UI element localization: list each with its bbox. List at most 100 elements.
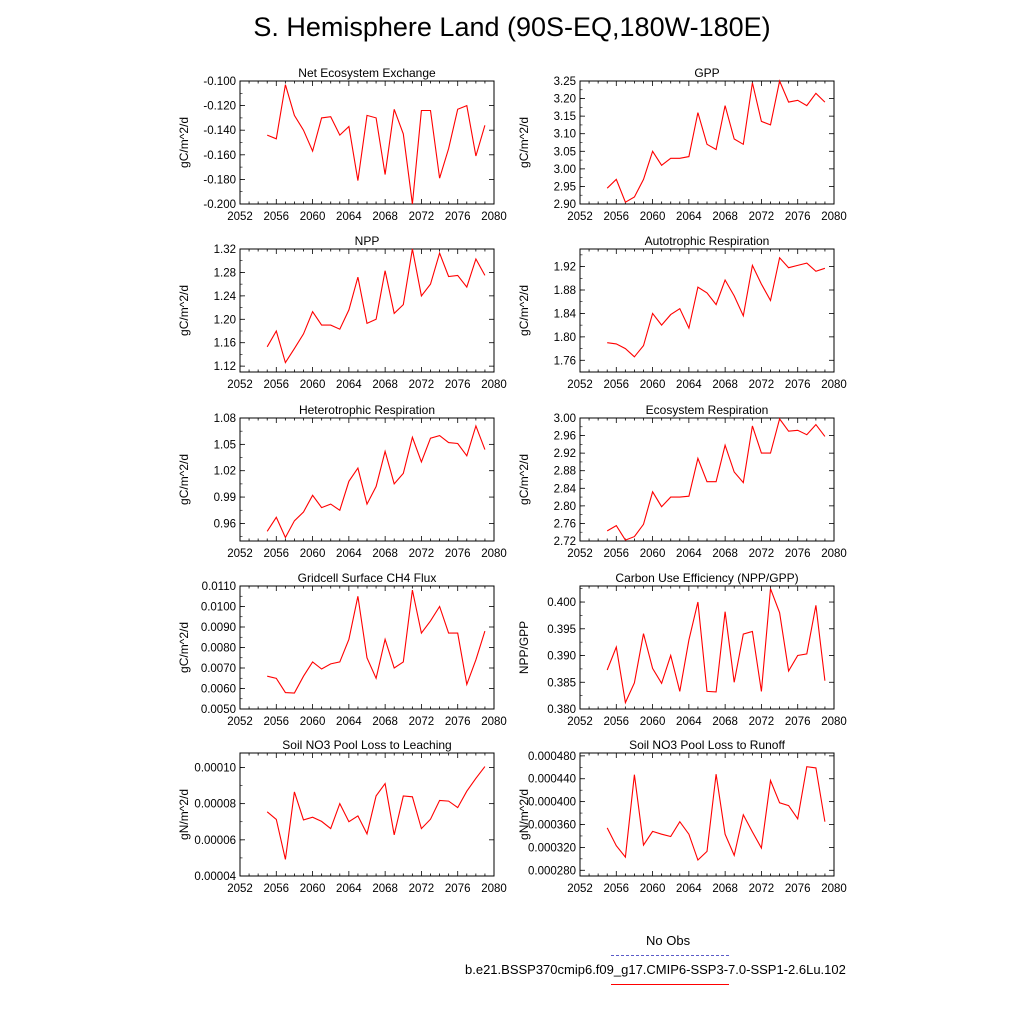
x-tick-label: 2080	[821, 548, 847, 560]
x-tick-label: 2080	[481, 211, 507, 223]
y-tick-label: 0.000280	[528, 865, 576, 877]
chart-panel-9: Soil NO3 Pool Loss to Leaching gN/m^2/d 20…	[177, 738, 507, 895]
y-tick-label: 2.96	[554, 431, 576, 443]
y-tick-label: -0.200	[203, 199, 236, 211]
chart-title: Ecosystem Respiration	[646, 403, 769, 417]
x-tick-label: 2060	[640, 716, 666, 728]
y-tick-label: 0.000360	[528, 820, 576, 832]
x-tick-label: 2072	[409, 379, 435, 391]
y-tick-label: 2.92	[554, 448, 576, 460]
x-tick-label: 2080	[821, 379, 847, 391]
y-tick-label: 2.88	[554, 466, 576, 478]
series-line	[606, 417, 826, 541]
y-tick-label: 1.92	[554, 262, 576, 274]
y-tick-label: 3.05	[554, 146, 576, 158]
y-tick-label: 3.20	[554, 94, 576, 106]
x-tick-label: 2056	[263, 211, 289, 223]
y-tick-label: 3.25	[554, 76, 576, 88]
y-tick-label: 1.20	[214, 314, 236, 326]
x-tick-label: 2068	[372, 716, 398, 728]
y-axis-label: gC/m^2/d	[177, 285, 191, 336]
y-tick-label: 3.00	[554, 164, 576, 176]
y-tick-label: -0.100	[203, 76, 236, 88]
y-tick-label: 1.28	[214, 267, 236, 279]
x-tick-label: 2072	[749, 548, 775, 560]
x-tick-label: 2056	[263, 379, 289, 391]
y-tick-label: 0.000400	[528, 797, 576, 809]
x-tick-label: 2052	[567, 379, 593, 391]
series-line	[266, 766, 486, 860]
series-line	[607, 256, 826, 358]
chart-panel-2: GPP gC/m^2/d 2052 2056 2060 2064 2068 2072 2076 2…	[517, 66, 847, 223]
y-tick-label: 3.15	[554, 111, 576, 123]
chart-title: Gridcell Surface CH4 Flux	[298, 571, 437, 585]
y-axis-label: gC/m^2/d	[177, 454, 191, 505]
chart-title: Autotrophic Respiration	[645, 234, 770, 248]
chart-panel-8: Carbon Use Efficiency (NPP/GPP) NPP/GPP 20…	[517, 571, 847, 728]
series-line	[606, 766, 826, 861]
plot-frame	[239, 248, 495, 373]
x-tick-label: 2052	[567, 211, 593, 223]
x-tick-label: 2072	[749, 211, 775, 223]
y-tick-label: 0.0070	[201, 663, 236, 675]
y-tick-label: 2.76	[554, 518, 576, 530]
y-tick-label: 0.99	[214, 492, 236, 504]
y-tick-label: 0.000440	[528, 774, 576, 786]
x-tick-label: 2060	[300, 883, 326, 895]
chart-title: Carbon Use Efficiency (NPP/GPP)	[615, 571, 798, 585]
y-tick-label: 0.0100	[201, 602, 236, 614]
y-tick-label: 1.16	[214, 338, 236, 350]
y-tick-label: 0.00006	[194, 835, 236, 847]
plot-frame	[239, 80, 495, 205]
legend-case-label: b.e21.BSSP370cmip6.f09_g17.CMIP6-SSP3-7.…	[465, 962, 846, 977]
x-tick-label: 2076	[445, 379, 471, 391]
y-tick-label: 1.84	[554, 308, 577, 320]
x-tick-label: 2064	[676, 379, 702, 391]
y-tick-label: 2.80	[554, 501, 576, 513]
x-tick-label: 2060	[640, 883, 666, 895]
y-tick-label: 1.32	[214, 244, 236, 256]
x-tick-label: 2056	[263, 883, 289, 895]
y-tick-label: 0.395	[547, 624, 576, 636]
x-tick-label: 2080	[821, 883, 847, 895]
x-tick-label: 2064	[336, 379, 362, 391]
x-tick-label: 2068	[712, 548, 738, 560]
chart-panel-1: Net Ecosystem Exchange gC/m^2/d 2052 2056 20…	[177, 66, 507, 223]
series-line	[606, 79, 826, 203]
chart-title: Soil NO3 Pool Loss to Leaching	[282, 738, 451, 752]
y-tick-label: -0.160	[203, 150, 236, 162]
y-tick-label: 2.84	[554, 483, 577, 495]
x-tick-label: 2076	[785, 883, 811, 895]
y-tick-label: 1.05	[214, 439, 236, 451]
x-tick-label: 2056	[263, 716, 289, 728]
x-tick-label: 2068	[712, 883, 738, 895]
x-tick-label: 2052	[567, 716, 593, 728]
y-tick-label: 0.96	[214, 518, 236, 530]
x-tick-label: 2080	[481, 379, 507, 391]
y-tick-label: -0.180	[203, 174, 236, 186]
x-tick-label: 2064	[336, 548, 362, 560]
x-tick-label: 2060	[300, 379, 326, 391]
x-tick-label: 2064	[676, 883, 702, 895]
legend-obs-line	[611, 955, 729, 956]
x-tick-label: 2080	[821, 211, 847, 223]
series-line	[267, 589, 486, 694]
y-axis-label: gN/m^2/d	[517, 789, 531, 840]
y-axis-label: NPP/GPP	[517, 621, 531, 674]
x-tick-label: 2052	[227, 548, 253, 560]
y-tick-label: 0.00008	[194, 799, 236, 811]
y-tick-label: 0.390	[547, 651, 576, 663]
y-axis-label: gC/m^2/d	[177, 622, 191, 673]
y-tick-label: 2.95	[554, 181, 576, 193]
x-tick-label: 2068	[712, 716, 738, 728]
y-tick-label: 1.24	[214, 291, 237, 303]
x-tick-label: 2060	[300, 716, 326, 728]
chart-panel-7: Gridcell Surface CH4 Flux gC/m^2/d 2052 205…	[177, 571, 507, 728]
chart-panel-5: Heterotrophic Respiration gC/m^2/d 2052 205…	[177, 403, 507, 560]
x-tick-label: 2076	[445, 716, 471, 728]
x-tick-label: 2064	[676, 716, 702, 728]
y-axis-label: gC/m^2/d	[517, 454, 531, 505]
x-tick-label: 2072	[409, 211, 435, 223]
y-axis-label: gC/m^2/d	[177, 117, 191, 168]
